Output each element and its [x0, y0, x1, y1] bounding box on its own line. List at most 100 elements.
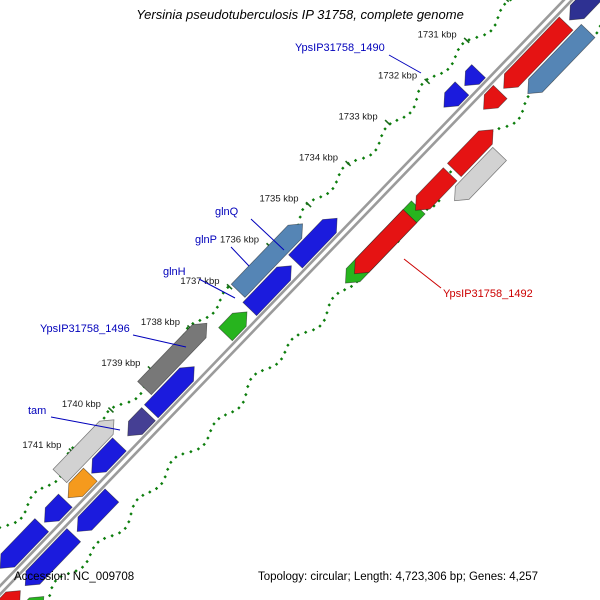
gene-blue-arrow[interactable]: [0, 518, 50, 575]
gc-dot: [341, 166, 345, 170]
gc-dot: [508, 0, 513, 2]
tick-label: 1736 kbp: [220, 235, 259, 246]
feature-label-line: [230, 246, 250, 267]
feature-label-glnP[interactable]: glnP: [195, 234, 217, 246]
gc-dot: [217, 416, 221, 421]
gc-dot: [311, 328, 316, 332]
gene-blue-arrow[interactable]: [458, 64, 486, 93]
gc-dot: [325, 311, 329, 315]
gene-glnP[interactable]: [230, 217, 309, 298]
gene-YpsIP31758_1492[interactable]: [348, 209, 418, 281]
feature-label-line: [403, 258, 442, 289]
gc-dot: [66, 571, 71, 576]
gc-dot: [174, 455, 178, 459]
gene-tam[interactable]: [121, 407, 156, 443]
gene-red-arrow[interactable]: [477, 84, 508, 115]
gc-dot: [402, 115, 406, 119]
gc-dot: [414, 97, 419, 101]
gc-dot: [283, 350, 287, 354]
gc-dot: [23, 510, 27, 514]
gene-blue-arrow[interactable]: [38, 493, 73, 529]
gc-dot: [166, 467, 170, 472]
gc-dot: [169, 460, 173, 465]
gc-dot: [218, 298, 222, 302]
gc-dot: [74, 569, 78, 573]
gene-red-arrow[interactable]: [409, 167, 458, 217]
gc-dot: [189, 449, 193, 454]
tick-label: 1732 kbp: [378, 70, 417, 81]
gc-dot: [26, 502, 30, 507]
gene-steelblue-arrow[interactable]: [521, 23, 596, 100]
gc-dot: [33, 490, 38, 494]
gene-navy-arrow[interactable]: [563, 0, 600, 27]
gene-green-arrow[interactable]: [218, 305, 254, 342]
gc-dot: [523, 101, 527, 106]
gene-blue-arrow[interactable]: [18, 528, 82, 593]
gc-dot: [303, 330, 308, 334]
gene-blue-arrow[interactable]: [143, 360, 201, 419]
gc-dot: [212, 422, 216, 426]
gene-red-arrow[interactable]: [0, 584, 27, 600]
gc-dot: [148, 490, 152, 494]
gc-dot: [496, 15, 500, 20]
gene-orange-arrow[interactable]: [61, 467, 98, 504]
gc-dot: [489, 29, 493, 33]
gene-red-arrow[interactable]: [497, 16, 574, 95]
gc-dot: [80, 565, 85, 569]
feature-label-line: [198, 278, 236, 299]
gc-dot: [520, 109, 525, 113]
gc-dot: [0, 525, 2, 530]
gc-dot: [196, 447, 201, 451]
tick-label: 1734 kbp: [299, 153, 338, 164]
gc-dot: [512, 121, 516, 125]
gc-dot: [241, 400, 245, 404]
gc-dot: [202, 442, 206, 447]
tick-label: 1740 kbp: [62, 399, 101, 410]
gene-red-arrow[interactable]: [446, 123, 500, 178]
gene-YpsIP31758_1496[interactable]: [137, 317, 214, 396]
gene-YpsIP31758_1490[interactable]: [437, 81, 470, 114]
feature-label-tam[interactable]: tam: [28, 405, 46, 417]
gc-dot: [286, 343, 290, 347]
gc-dot: [119, 402, 123, 407]
gc-dot: [47, 483, 51, 487]
feature-label-line: [388, 54, 422, 74]
gc-dot: [505, 124, 509, 129]
feature-label-YpsIP31758_1496[interactable]: YpsIP31758_1496: [40, 323, 130, 335]
gc-dot: [102, 416, 106, 420]
feature-label-YpsIP31758_1490[interactable]: YpsIP31758_1490: [295, 42, 385, 54]
gc-dot: [268, 366, 272, 370]
gc-dot: [127, 400, 131, 404]
gc-dot: [181, 452, 185, 456]
gc-dot: [325, 191, 330, 196]
gc-dot: [129, 512, 133, 516]
feature-label-glnH[interactable]: glnH: [163, 266, 186, 278]
gene-glnQ[interactable]: [288, 212, 344, 269]
gene-blue-arrow[interactable]: [70, 488, 120, 538]
gene-blue-arrow[interactable]: [85, 437, 127, 480]
gc-dot: [526, 94, 530, 99]
gc-dot: [246, 384, 250, 389]
gc-dot: [327, 303, 331, 307]
gc-dot: [141, 493, 145, 498]
gene-lightgray-arrow[interactable]: [448, 146, 507, 207]
gc-dot: [361, 156, 366, 160]
tick-label: 1738 kbp: [141, 317, 180, 328]
feature-label-YpsIP31758_1492[interactable]: YpsIP31758_1492: [443, 288, 533, 300]
gc-dot: [206, 436, 210, 440]
gc-dot: [237, 406, 241, 410]
gc-dot: [111, 405, 116, 409]
gene-glnH[interactable]: [242, 259, 298, 317]
feature-label-line: [132, 334, 187, 348]
gc-dot: [134, 397, 138, 401]
gc-dot: [374, 148, 378, 152]
feature-label-line: [250, 218, 285, 251]
gc-dot: [106, 410, 110, 414]
gc-dot: [439, 71, 444, 76]
feature-label-glnQ[interactable]: glnQ: [215, 206, 239, 218]
gc-dot: [432, 74, 436, 78]
gene-lightgray-arrow[interactable]: [52, 413, 121, 484]
